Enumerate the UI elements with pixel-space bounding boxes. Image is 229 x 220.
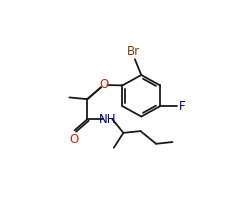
Text: F: F bbox=[178, 100, 185, 113]
Text: NH: NH bbox=[99, 113, 116, 126]
Text: Br: Br bbox=[127, 45, 140, 58]
Text: O: O bbox=[69, 133, 79, 146]
Text: O: O bbox=[99, 79, 108, 92]
